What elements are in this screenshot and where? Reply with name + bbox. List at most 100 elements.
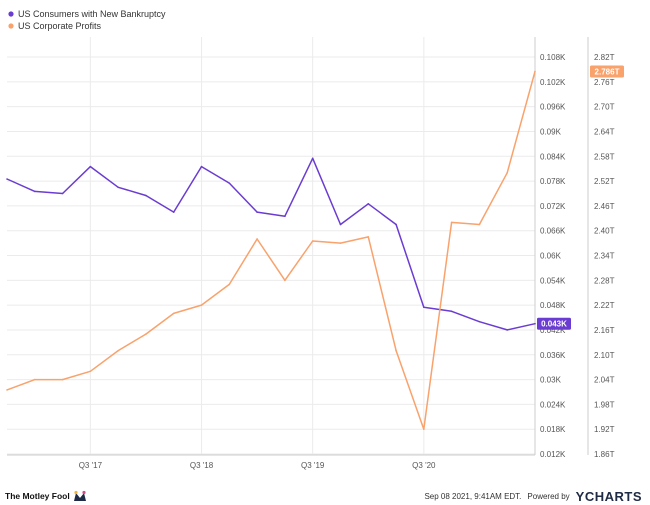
series-line-0 xyxy=(6,157,536,331)
last-value-labels: 0.043K 2.786T xyxy=(537,65,624,330)
left-tick-label: 0.09K xyxy=(540,127,562,136)
data-point xyxy=(89,165,92,168)
right-tick-label: 2.22T xyxy=(594,301,615,310)
last-value-badge-1 xyxy=(590,65,624,78)
data-point xyxy=(423,428,425,430)
data-point xyxy=(6,178,8,180)
data-point xyxy=(200,165,203,168)
brand-logo: The Motley Fool xyxy=(5,490,87,502)
data-point xyxy=(256,211,258,213)
data-point xyxy=(450,310,453,313)
data-point xyxy=(256,238,258,240)
timestamp: Sep 08 2021, 9:41AM EDT. xyxy=(424,492,522,501)
data-point xyxy=(6,389,8,391)
data-point xyxy=(284,279,286,282)
right-tick-label: 2.40T xyxy=(594,227,615,236)
left-tick-label: 0.066K xyxy=(540,227,566,236)
right-tick-label: 2.70T xyxy=(594,103,615,112)
last-value-label-0: 0.043K xyxy=(541,320,567,329)
data-point xyxy=(534,322,536,325)
legend-label-1: US Corporate Profits xyxy=(18,21,102,31)
left-tick-label: 0.084K xyxy=(540,152,566,161)
brand-name: The Motley Fool xyxy=(5,491,70,501)
left-tick-label: 0.012K xyxy=(540,450,566,459)
right-tick-label: 2.46T xyxy=(594,202,615,211)
right-tick-label: 2.58T xyxy=(594,152,615,161)
data-point xyxy=(117,186,119,189)
data-point xyxy=(395,349,397,352)
data-point xyxy=(506,329,509,331)
data-point xyxy=(200,304,203,306)
x-tick-label: Q3 '18 xyxy=(190,461,214,470)
legend: US Consumers with New Bankruptcy US Corpo… xyxy=(8,9,166,31)
data-point xyxy=(311,157,314,160)
data-point xyxy=(339,223,342,226)
legend-marker-0 xyxy=(8,11,14,17)
right-tick-label: 2.52T xyxy=(594,177,615,186)
provider-logo: YCHARTS xyxy=(575,489,642,504)
data-point xyxy=(172,211,175,213)
right-tick-label: 2.82T xyxy=(594,53,615,62)
left-tick-label: 0.06K xyxy=(540,252,562,261)
data-point xyxy=(33,190,36,193)
right-tick-label: 2.16T xyxy=(594,326,615,335)
data-point xyxy=(395,223,397,226)
left-tick-label: 0.024K xyxy=(540,400,566,409)
data-point xyxy=(311,240,314,242)
right-tick-label: 2.10T xyxy=(594,351,615,360)
data-point xyxy=(228,283,231,286)
data-point xyxy=(534,70,536,73)
right-tick-label: 2.76T xyxy=(594,78,615,87)
series-line-1 xyxy=(6,71,536,430)
data-point xyxy=(61,192,64,195)
x-tick-label: Q3 '19 xyxy=(301,461,325,470)
left-tick-label: 0.03K xyxy=(540,376,562,385)
left-tick-label: 0.078K xyxy=(540,177,566,186)
jester-hat-icon xyxy=(73,490,86,501)
powered-by: Powered by xyxy=(527,492,570,501)
right-tick-label: 2.28T xyxy=(594,276,615,285)
x-axis: Q3 '17 Q3 '18 Q3 '19 Q3 '20 xyxy=(79,461,436,470)
left-tick-label: 0.072K xyxy=(540,202,566,211)
data-point xyxy=(423,306,425,308)
last-value-label-1: 2.786T xyxy=(595,67,620,76)
data-point xyxy=(339,242,342,244)
left-tick-label: 0.042K xyxy=(540,326,566,335)
last-value-badge-0 xyxy=(537,317,571,330)
data-point xyxy=(450,221,453,224)
data-point xyxy=(145,333,147,335)
left-axis: 0.108K 0.102K 0.096K 0.09K 0.084K 0.078K 0.072… xyxy=(540,53,566,459)
right-tick-label: 2.04T xyxy=(594,376,615,385)
data-point xyxy=(506,171,509,174)
x-tick-label: Q3 '20 xyxy=(412,461,436,470)
data-point xyxy=(117,349,119,352)
data-point xyxy=(172,312,175,315)
left-tick-label: 0.018K xyxy=(540,425,566,434)
grid xyxy=(7,37,589,456)
data-point xyxy=(478,223,481,226)
data-point xyxy=(228,182,231,184)
data-point xyxy=(367,203,370,205)
legend-marker-1 xyxy=(8,23,14,29)
left-tick-label: 0.096K xyxy=(540,103,566,112)
left-tick-label: 0.048K xyxy=(540,301,566,310)
footer-attribution: Sep 08 2021, 9:41AM EDT. Powered by YCHA… xyxy=(424,489,642,504)
right-tick-label: 1.86T xyxy=(594,450,615,459)
data-point xyxy=(284,215,286,218)
data-point xyxy=(89,370,92,373)
data-point xyxy=(61,378,64,381)
footer: The Motley Fool Sep 08 2021, 9:41AM EDT.… xyxy=(0,484,650,505)
chart: US Consumers with New Bankruptcy US Corpo… xyxy=(6,9,624,470)
left-tick-label: 0.054K xyxy=(540,276,566,285)
right-tick-label: 2.34T xyxy=(594,252,615,261)
data-point xyxy=(478,320,481,323)
left-tick-label: 0.036K xyxy=(540,351,566,360)
right-tick-label: 2.64T xyxy=(594,127,615,136)
left-tick-label: 0.102K xyxy=(540,78,566,87)
right-tick-label: 1.98T xyxy=(594,400,615,409)
data-point xyxy=(33,378,36,381)
legend-label-0: US Consumers with New Bankruptcy xyxy=(18,9,166,19)
x-tick-label: Q3 '17 xyxy=(79,461,103,470)
right-tick-label: 1.92T xyxy=(594,425,615,434)
data-point xyxy=(145,194,147,197)
